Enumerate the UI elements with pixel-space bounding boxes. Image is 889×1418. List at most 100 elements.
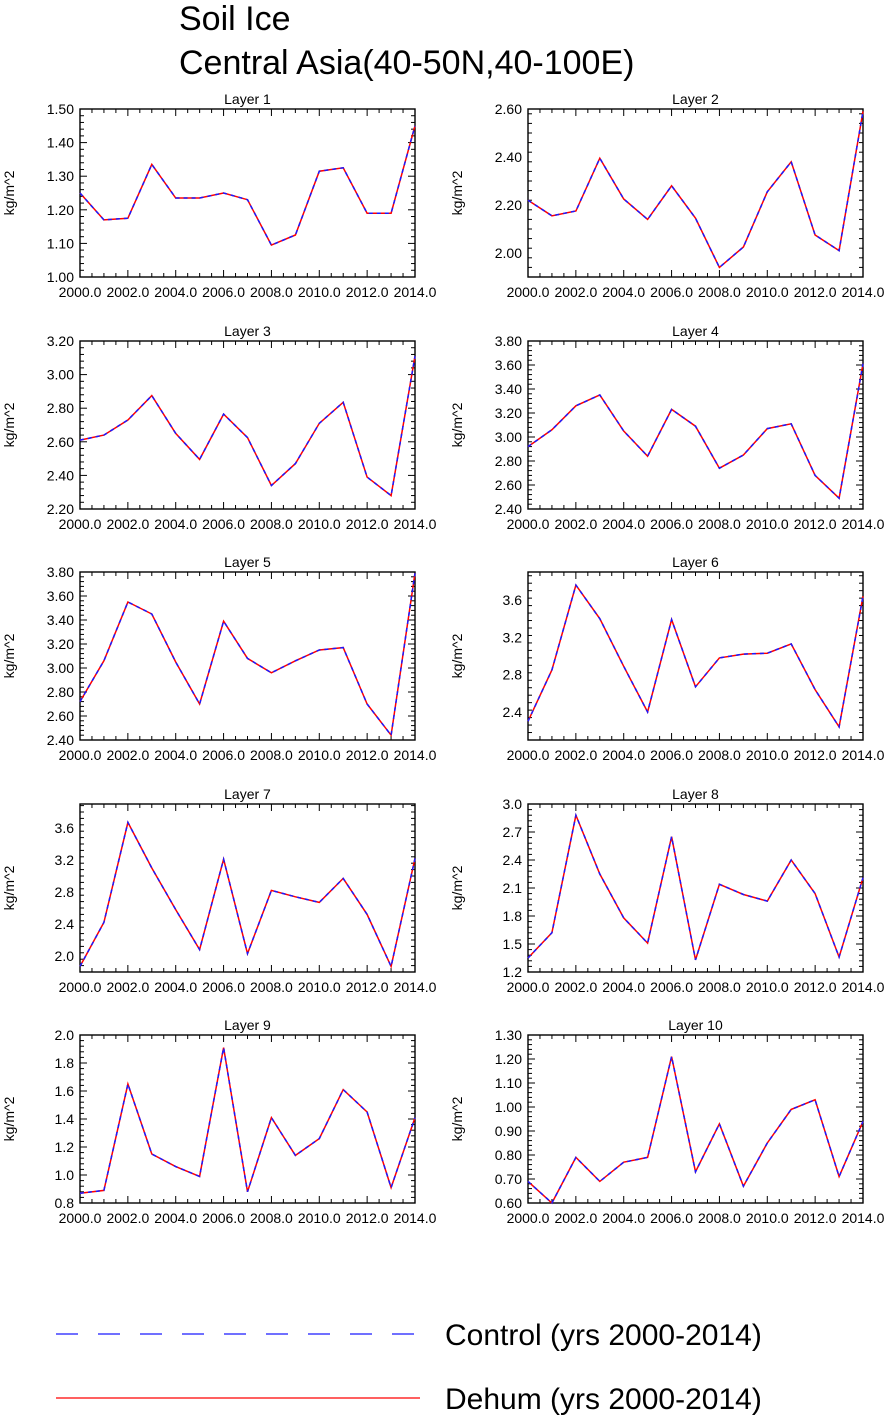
y-tick-label: 1.10 <box>47 235 74 251</box>
x-tick-label: 2012.0 <box>346 284 389 300</box>
plot-frame <box>79 571 416 741</box>
panel-layer-10: Layer 10 kg/m^2 2000.0 2002.0 2004.0 2006.0 20… <box>449 1017 885 1226</box>
x-tick-label: 2010.0 <box>746 747 789 763</box>
x-tick-label: 2014.0 <box>394 284 437 300</box>
y-tick-label: 1.0 <box>55 1167 75 1183</box>
y-axis-label: kg/m^2 <box>1 865 17 910</box>
y-tick-label: 3.40 <box>495 381 522 397</box>
panel-title: Layer 10 <box>668 1017 723 1033</box>
panel-layer-6: Layer 6 kg/m^2 2000.0 2002.0 2004.0 2006.0 200… <box>449 554 885 763</box>
series-line-dehum <box>79 355 416 497</box>
x-tick-label: 2004.0 <box>154 747 197 763</box>
panel-title: Layer 4 <box>672 323 719 339</box>
x-tick-label: 2008.0 <box>698 1210 741 1226</box>
figure-title-line-1: Soil Ice <box>179 0 291 38</box>
panel-title: Layer 2 <box>672 91 719 107</box>
panel-title: Layer 3 <box>224 323 271 339</box>
y-tick-label: 3.0 <box>503 796 523 812</box>
x-tick-label: 2014.0 <box>842 284 885 300</box>
series-line-dehum <box>527 363 864 500</box>
y-tick-label: 2.20 <box>47 501 74 517</box>
y-tick-label: 3.60 <box>495 357 522 373</box>
x-tick-label: 2008.0 <box>250 1210 293 1226</box>
y-tick-label: 2.00 <box>495 245 522 261</box>
x-tick-label: 2000.0 <box>59 979 102 995</box>
panel-title: Layer 5 <box>224 554 271 570</box>
plot-frame <box>527 340 864 510</box>
x-tick-label: 2014.0 <box>394 979 437 995</box>
y-tick-label: 2.4 <box>503 852 523 868</box>
panel-layer-1: Layer 1 kg/m^2 2000.0 2002.0 2004.0 2006.0 200… <box>1 91 437 300</box>
x-tick-label: 2002.0 <box>554 516 597 532</box>
x-tick-label: 2006.0 <box>650 747 693 763</box>
x-tick-label: 2002.0 <box>106 979 149 995</box>
x-tick-label: 2000.0 <box>59 284 102 300</box>
y-tick-label: 2.4 <box>503 704 523 720</box>
legend-label-dehum: Dehum (yrs 2000-2014) <box>445 1383 762 1416</box>
y-tick-label: 1.6 <box>55 1083 75 1099</box>
plot-frame <box>527 571 864 741</box>
x-tick-label: 2012.0 <box>794 1210 837 1226</box>
x-tick-label: 2014.0 <box>842 516 885 532</box>
y-tick-label: 3.20 <box>47 636 74 652</box>
series-line-control <box>79 573 416 738</box>
x-tick-label: 2006.0 <box>202 284 245 300</box>
x-tick-label: 2010.0 <box>298 979 341 995</box>
x-tick-label: 2006.0 <box>202 979 245 995</box>
x-tick-label: 2008.0 <box>250 516 293 532</box>
y-tick-label: 3.6 <box>55 820 75 836</box>
x-tick-label: 2010.0 <box>298 1210 341 1226</box>
y-tick-label: 1.5 <box>503 936 523 952</box>
y-tick-label: 2.60 <box>47 708 74 724</box>
x-tick-label: 2014.0 <box>394 747 437 763</box>
x-tick-label: 2000.0 <box>507 284 550 300</box>
x-tick-label: 2006.0 <box>650 1210 693 1226</box>
x-tick-label: 2004.0 <box>602 1210 645 1226</box>
x-tick-label: 2002.0 <box>106 747 149 763</box>
y-tick-label: 2.40 <box>47 467 74 483</box>
plot-frame <box>79 108 416 278</box>
x-tick-label: 2004.0 <box>602 979 645 995</box>
series-line-control <box>79 355 416 497</box>
y-tick-label: 0.60 <box>495 1195 522 1211</box>
y-tick-label: 3.40 <box>47 612 74 628</box>
x-tick-label: 2004.0 <box>154 979 197 995</box>
x-tick-label: 2012.0 <box>346 747 389 763</box>
series-line-control <box>79 820 416 969</box>
y-tick-label: 1.50 <box>47 101 74 117</box>
y-tick-label: 2.8 <box>55 884 75 900</box>
y-tick-label: 1.40 <box>47 135 74 151</box>
x-tick-label: 2010.0 <box>298 284 341 300</box>
y-tick-label: 1.20 <box>47 202 74 218</box>
y-tick-label: 1.4 <box>55 1111 75 1127</box>
x-tick-label: 2008.0 <box>698 516 741 532</box>
series-line-dehum <box>527 583 864 729</box>
x-tick-label: 2004.0 <box>602 516 645 532</box>
y-tick-label: 1.2 <box>55 1139 75 1155</box>
y-tick-label: 3.2 <box>503 629 523 645</box>
series-line-dehum <box>527 812 864 961</box>
x-tick-label: 2012.0 <box>346 1210 389 1226</box>
x-tick-label: 2014.0 <box>842 1210 885 1226</box>
x-tick-label: 2004.0 <box>154 516 197 532</box>
x-tick-label: 2002.0 <box>106 284 149 300</box>
x-tick-label: 2000.0 <box>507 747 550 763</box>
y-tick-label: 2.0 <box>55 948 75 964</box>
y-tick-label: 0.8 <box>55 1195 75 1211</box>
x-tick-label: 2000.0 <box>59 1210 102 1226</box>
series-line-dehum <box>79 125 416 247</box>
x-tick-label: 2008.0 <box>250 284 293 300</box>
x-tick-label: 2010.0 <box>746 1210 789 1226</box>
series-line-control <box>527 1056 864 1205</box>
series-line-control <box>79 1047 416 1194</box>
x-tick-label: 2004.0 <box>154 284 197 300</box>
plot-frame <box>527 108 864 278</box>
y-tick-label: 2.8 <box>503 667 523 683</box>
panel-title: Layer 6 <box>672 554 719 570</box>
y-tick-label: 1.30 <box>495 1027 522 1043</box>
y-tick-label: 1.2 <box>503 964 523 980</box>
panel-layer-2: Layer 2 kg/m^2 2000.0 2002.0 2004.0 2006.0 200… <box>449 91 885 300</box>
y-tick-label: 2.40 <box>495 149 522 165</box>
y-tick-label: 3.20 <box>47 333 74 349</box>
